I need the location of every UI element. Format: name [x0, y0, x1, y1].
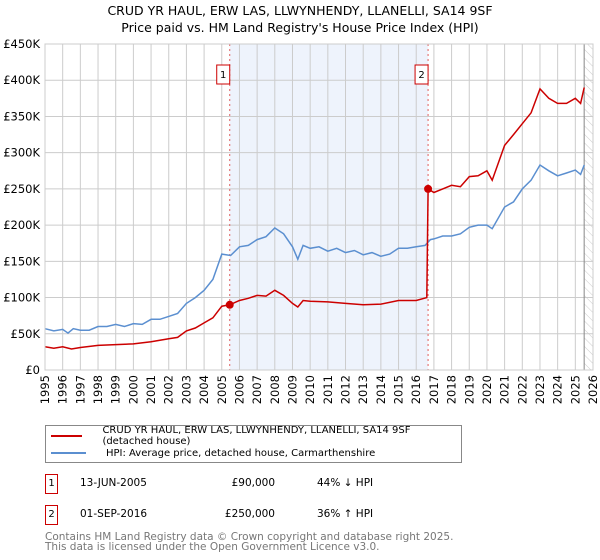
property-price-line	[44, 87, 585, 350]
transaction-price: £250,000	[224, 508, 275, 520]
x-tick-label: 2016	[409, 375, 423, 404]
ownership-shade	[229, 44, 429, 370]
transaction-row: 1 13-JUN-2005 £90,000 44% ↓ HPI	[45, 474, 545, 494]
x-tick-label: 2004	[197, 375, 211, 404]
y-tick-label: £50K	[11, 327, 41, 341]
sale-point	[225, 300, 234, 309]
hpi-line	[44, 163, 585, 335]
x-tick-label: 1996	[56, 375, 70, 404]
transaction-date: 13-JUN-2005	[80, 477, 147, 489]
x-tick-label: 2023	[533, 375, 547, 404]
legend-item-property: CRUD YR HAUL, ERW LAS, LLWYNHENDY, LLANE…	[46, 425, 461, 447]
x-tick-label: 2013	[356, 375, 370, 404]
transaction-row: 2 01-SEP-2016 £250,000 36% ↑ HPI	[45, 505, 545, 525]
sale-marker-label: 2	[418, 70, 424, 81]
transaction-hpi: 44% ↓ HPI	[317, 477, 374, 489]
x-tick-label: 2018	[445, 375, 459, 404]
legend-label-property: CRUD YR HAUL, ERW LAS, LLWYNHENDY, LLANE…	[102, 425, 411, 447]
x-tick-label: 2009	[285, 375, 299, 404]
y-tick-label: £200K	[3, 218, 40, 232]
y-tick-label: £400K	[3, 73, 40, 87]
x-tick-label: 2025	[568, 375, 582, 404]
y-tick-label: £250K	[3, 182, 40, 196]
x-tick-label: 2026	[586, 375, 600, 404]
footer: Contains HM Land Registry data © Crown c…	[45, 531, 454, 553]
footer-line2: This data is licensed under the Open Gov…	[45, 541, 380, 553]
x-tick-label: 2003	[179, 375, 193, 404]
legend-swatch-property	[51, 435, 83, 437]
x-tick-label: 2000	[126, 375, 140, 404]
sale-marker-badge	[216, 64, 231, 85]
y-tick-label: £300K	[3, 146, 40, 160]
x-tick-label: 2007	[250, 375, 264, 404]
x-tick-label: 2019	[462, 375, 476, 404]
x-tick-label: 2017	[427, 375, 441, 404]
chart-title-line2: Price paid vs. HM Land Registry's House …	[121, 20, 479, 35]
transaction-badge: 1	[45, 474, 58, 494]
x-tick-label: 2014	[374, 375, 388, 404]
x-tick-label: 1997	[73, 375, 87, 404]
x-tick-label: 1998	[91, 375, 105, 404]
transaction-date: 01-SEP-2016	[80, 508, 148, 520]
legend: CRUD YR HAUL, ERW LAS, LLWYNHENDY, LLANE…	[45, 425, 462, 463]
legend-item-hpi: HPI: Average price, detached house, Carm…	[46, 445, 375, 461]
plot-border	[44, 43, 594, 371]
sale-marker-badge	[414, 64, 429, 85]
x-tick-label: 2015	[392, 375, 406, 404]
x-tick-label: 2020	[480, 375, 494, 404]
forecast-hatch	[584, 44, 593, 370]
x-tick-label: 1995	[38, 375, 52, 404]
price-chart: £0 £50K £100K £150K £200K £250K £300K £350K £400…	[3, 37, 600, 404]
y-tick-label: £450K	[3, 37, 40, 51]
x-tick-label: 2010	[303, 375, 317, 404]
transaction-price: £90,000	[231, 477, 275, 489]
y-tick-label: £0	[25, 363, 40, 377]
x-tick-label: 2005	[215, 375, 229, 404]
x-tick-label: 2001	[144, 375, 158, 404]
x-tick-label: 2024	[551, 375, 565, 404]
transaction-hpi: 36% ↑ HPI	[317, 508, 374, 520]
x-tick-label: 2011	[321, 375, 335, 404]
y-tick-label: £350K	[3, 109, 40, 123]
sale-marker-label: 1	[220, 70, 226, 81]
footer-line1: Contains HM Land Registry data © Crown c…	[45, 531, 454, 543]
sale-point	[424, 184, 433, 193]
y-tick-label: £100K	[3, 291, 40, 305]
transaction-badge: 2	[45, 505, 58, 525]
x-tick-label: 2008	[268, 375, 282, 404]
chart-title-line1: CRUD YR HAUL, ERW LAS, LLWYNHENDY, LLANE…	[107, 3, 493, 18]
legend-label-hpi: HPI: Average price, detached house, Carm…	[106, 447, 376, 459]
x-tick-label: 2021	[498, 375, 512, 404]
x-tick-label: 1999	[109, 375, 123, 404]
legend-swatch-hpi	[51, 452, 86, 454]
x-tick-label: 2002	[162, 375, 176, 404]
x-tick-label: 2006	[232, 375, 246, 404]
y-tick-label: £150K	[3, 254, 40, 268]
x-tick-label: 2022	[515, 375, 529, 404]
x-tick-label: 2012	[339, 375, 353, 404]
